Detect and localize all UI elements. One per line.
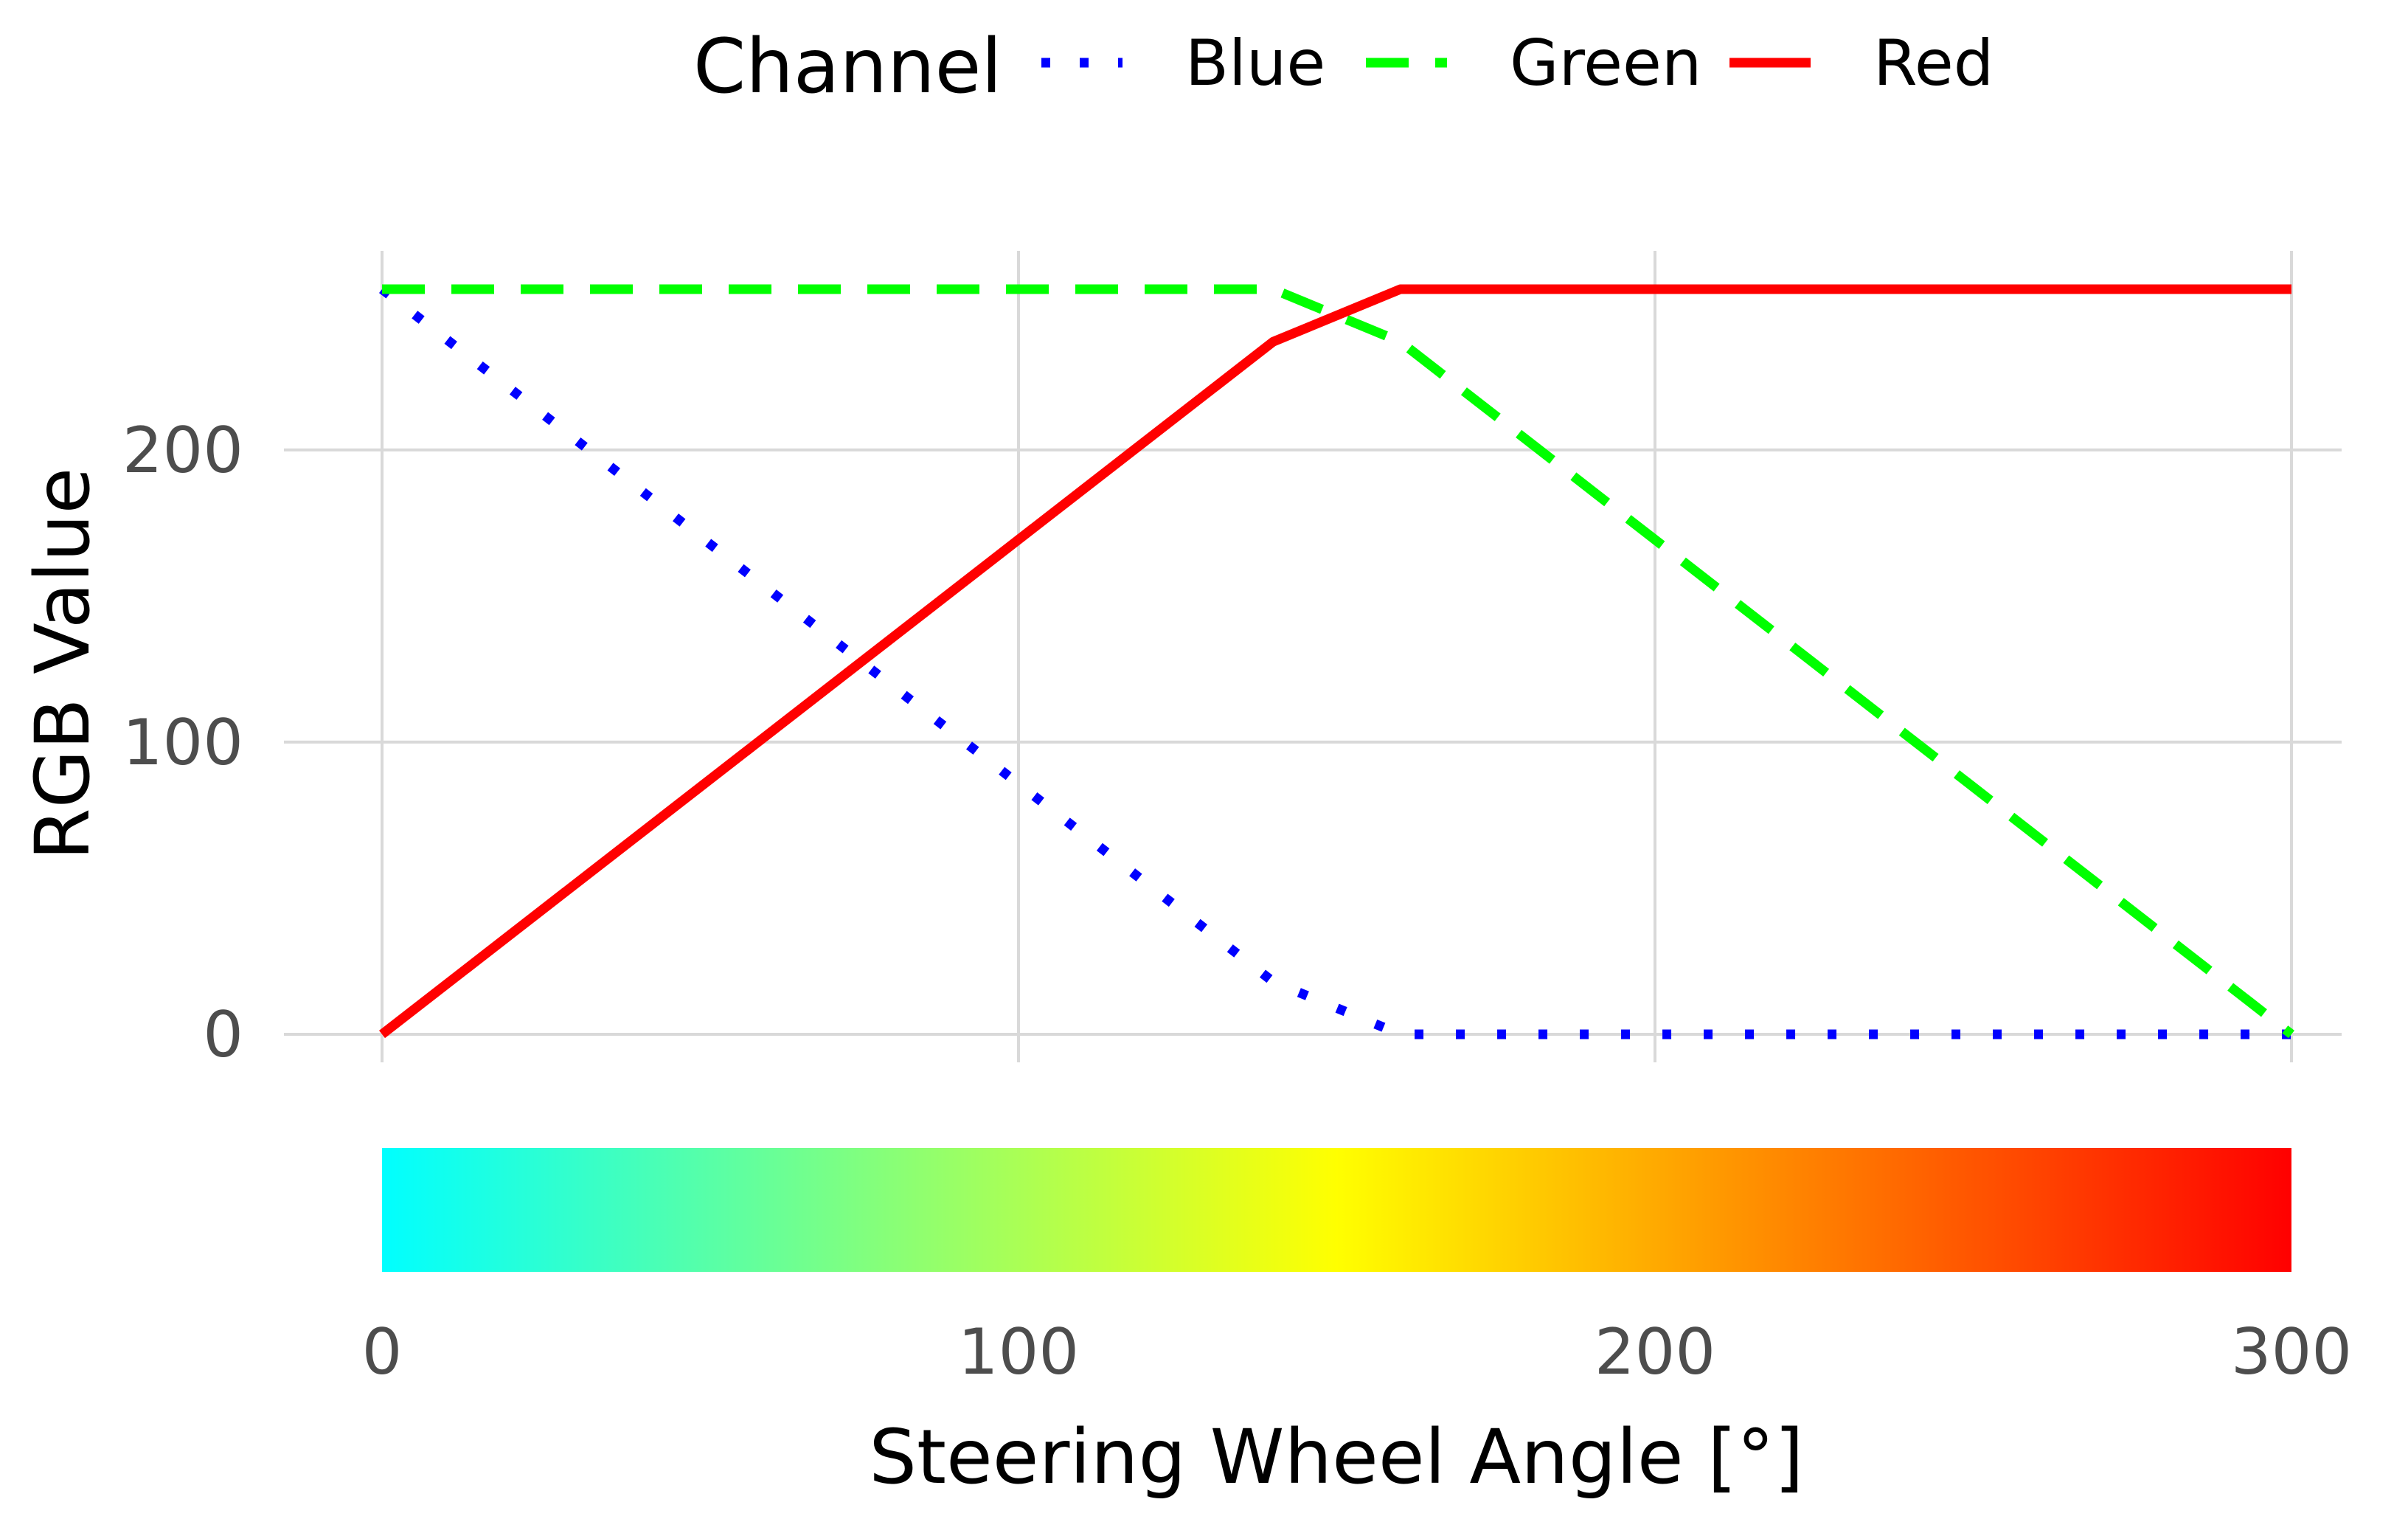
x-tick-label: 300 [2231, 1315, 2352, 1389]
x-tick-label: 100 [958, 1315, 1079, 1389]
grid [284, 251, 2342, 1062]
legend: Channel Blue Green Red [693, 23, 1994, 111]
x-tick-label: 200 [1595, 1315, 1715, 1389]
legend-label-green: Green [1510, 27, 1701, 100]
x-axis-title: Steering Wheel Angle [°] [869, 1414, 1803, 1501]
series-line-green [382, 284, 2294, 1039]
x-axis-ticks: 0 100 200 300 [362, 1315, 2352, 1389]
series-line-red [379, 284, 2291, 1039]
series-line-blue [379, 285, 2291, 1039]
y-axis-ticks: 0 100 200 [122, 414, 243, 1072]
colorbar-gradient [382, 1148, 2291, 1272]
colorbar [382, 1148, 2291, 1272]
y-tick-label: 200 [122, 414, 243, 488]
y-tick-label: 0 [203, 998, 243, 1072]
legend-title: Channel [693, 23, 1002, 111]
legend-label-blue: Blue [1185, 27, 1325, 100]
y-tick-label: 100 [122, 706, 243, 780]
legend-label-red: Red [1873, 27, 1994, 100]
y-axis-title: RGB Value [19, 468, 107, 860]
x-tick-label: 0 [362, 1315, 403, 1389]
series-lines [379, 284, 2294, 1039]
